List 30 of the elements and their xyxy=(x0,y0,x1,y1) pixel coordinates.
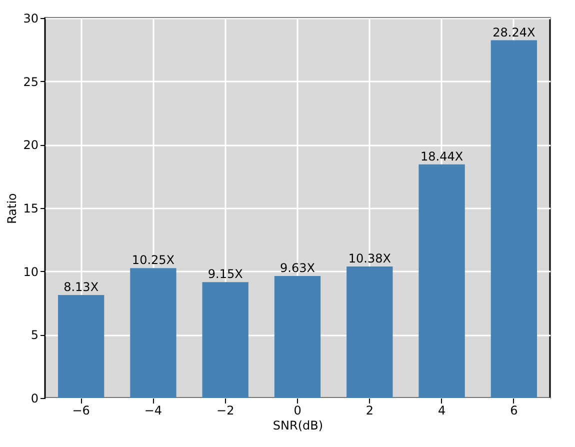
x-axis-title: SNR(dB) xyxy=(272,418,324,432)
y-tick-label: 30 xyxy=(23,12,38,26)
bar xyxy=(274,276,321,398)
data-label: 28.24X xyxy=(492,25,536,40)
bar xyxy=(130,268,176,398)
bar xyxy=(202,282,248,398)
x-tick-label: −6 xyxy=(72,404,90,418)
data-label: 18.44X xyxy=(420,149,464,164)
bar xyxy=(418,164,465,398)
x-tick-label: −2 xyxy=(216,404,234,418)
x-tick-label: −4 xyxy=(144,404,162,418)
bar xyxy=(58,295,104,398)
x-tick-label: 6 xyxy=(510,404,518,418)
data-label: 10.25X xyxy=(132,253,175,268)
y-tick-label: 5 xyxy=(30,328,38,342)
y-tick-label: 0 xyxy=(30,392,38,406)
y-tick-label: 25 xyxy=(23,74,38,89)
y-tick-label: 10 xyxy=(23,264,38,279)
y-axis-title: Ratio xyxy=(5,193,20,224)
x-tick-label: 4 xyxy=(438,404,446,418)
y-tick-label: 15 xyxy=(23,202,38,216)
x-tick-label: 0 xyxy=(294,404,302,418)
bar xyxy=(346,266,393,398)
data-label: 8.13X xyxy=(64,280,99,294)
y-tick-label: 20 xyxy=(23,138,38,152)
data-label: 10.38X xyxy=(348,252,391,266)
data-label: 9.15X xyxy=(208,267,243,282)
bar xyxy=(490,40,538,398)
x-tick-label: 2 xyxy=(366,404,374,418)
data-label: 9.63X xyxy=(280,261,315,276)
